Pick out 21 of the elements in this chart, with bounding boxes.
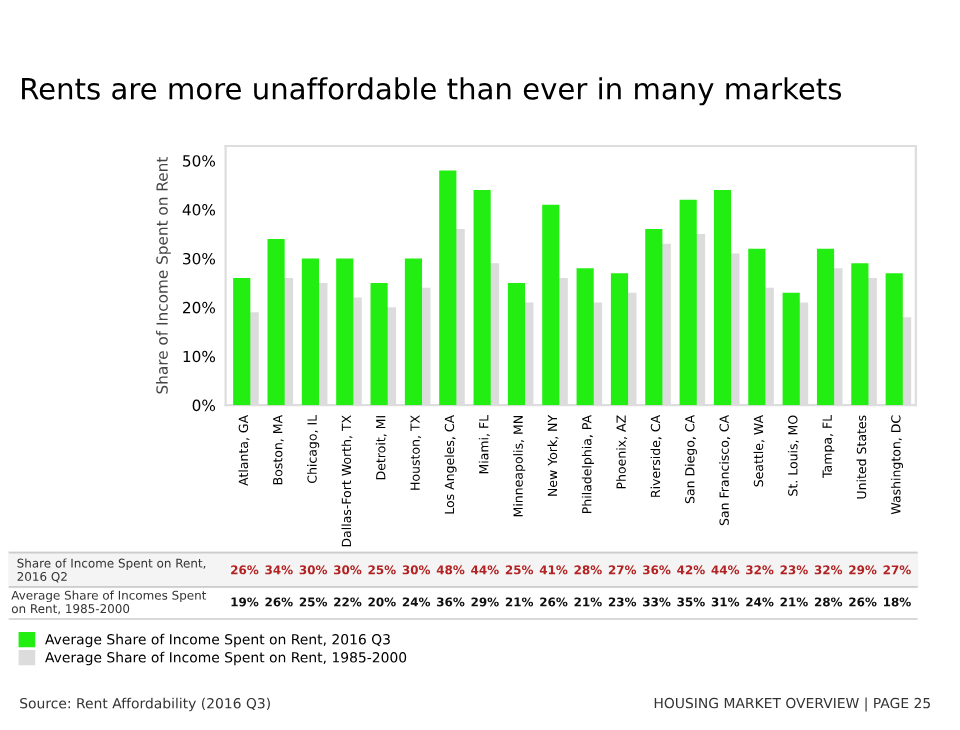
bar xyxy=(851,263,869,406)
bar xyxy=(748,248,766,406)
bar xyxy=(336,258,354,406)
chart-title: Rents are more unaffordable than ever in many markets xyxy=(22,77,842,106)
bar xyxy=(267,238,285,406)
bar xyxy=(782,292,800,406)
bar xyxy=(610,273,629,406)
bar xyxy=(301,258,320,406)
bar xyxy=(816,248,835,406)
bar xyxy=(439,170,457,406)
bar xyxy=(404,258,423,406)
bar xyxy=(473,190,491,406)
bar xyxy=(542,204,560,406)
bar xyxy=(576,268,594,406)
bar xyxy=(370,282,388,406)
bar xyxy=(713,190,732,406)
bar xyxy=(233,278,251,406)
bar xyxy=(679,199,697,406)
bar xyxy=(507,282,526,406)
bar xyxy=(885,273,903,406)
bar xyxy=(645,229,663,406)
